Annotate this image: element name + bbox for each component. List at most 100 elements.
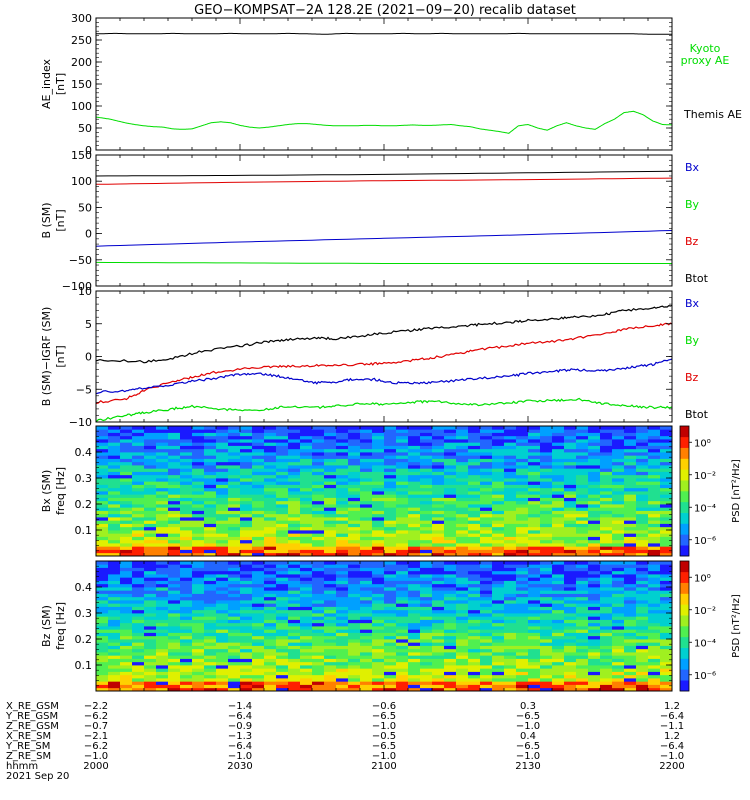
spectrogram-cell [636, 668, 649, 672]
spectrogram-cell [324, 497, 337, 502]
spectrogram-cell [540, 510, 553, 515]
spectrogram-cell [324, 678, 337, 682]
spectrogram-cell [480, 429, 493, 433]
spectrogram-cell [312, 619, 325, 624]
spectrogram-cell [216, 500, 229, 505]
spectrogram-cell [552, 652, 565, 656]
spectrogram-cell [348, 613, 361, 617]
spectrogram-cell [444, 648, 457, 653]
spectrogram-cell [564, 461, 577, 466]
spectrogram-cell [552, 497, 565, 502]
spectrogram-cell [564, 474, 577, 479]
spectrogram-cell [168, 497, 181, 502]
spectrogram-cell [624, 552, 637, 557]
spectrogram-cell [624, 536, 637, 541]
spectrogram-cell [204, 678, 217, 682]
spectrogram-cell [384, 613, 397, 617]
spectrogram-cell [420, 513, 433, 518]
spectrogram-cell [156, 577, 169, 581]
spectrogram-cell [168, 626, 181, 630]
spectrogram-cell [480, 665, 493, 669]
spectrogram-cell [636, 539, 649, 544]
spectrogram-cell [276, 439, 289, 443]
spectrogram-cell [612, 510, 625, 515]
spectrogram-cell [420, 432, 433, 437]
spectrogram-cell [384, 593, 397, 598]
spectrogram-cell [384, 668, 397, 672]
chart-title: GEO−KOMPSAT−2A 128.2E (2021−09−20) recal… [194, 3, 576, 18]
spectrogram-cell [276, 567, 289, 572]
spectrogram-cell [180, 600, 193, 604]
spectrogram-cell [432, 442, 445, 446]
spectrogram-cell [180, 668, 193, 672]
spectrogram-cell [648, 632, 661, 637]
spectrogram-cell [288, 684, 301, 689]
y-tick-label: 0.3 [75, 607, 93, 620]
spectrogram-cell [336, 539, 349, 544]
spectrogram-cell [216, 487, 229, 492]
spectrogram-cell [192, 587, 205, 591]
spectrogram-cell [372, 564, 385, 568]
spectrogram-cell [264, 435, 277, 440]
spectrogram-cell [180, 526, 193, 531]
spectrogram-cell [480, 481, 493, 485]
spectrogram-cell [288, 596, 301, 601]
spectrogram-cell [396, 536, 409, 541]
spectrogram-cell [252, 603, 265, 607]
spectrogram-cell [516, 658, 529, 663]
spectrogram-cell [192, 639, 205, 643]
spectrogram-cell [264, 658, 277, 663]
spectrogram-cell [336, 603, 349, 607]
spectrogram-cell [192, 474, 205, 479]
spectrogram-cell [396, 517, 409, 521]
spectrogram-cell [228, 583, 241, 588]
spectrogram-cell [396, 632, 409, 637]
spectrogram-cell [192, 517, 205, 521]
spectrogram-cell [348, 564, 361, 568]
spectrogram-cell [600, 678, 613, 682]
spectrogram-cell [504, 632, 517, 637]
spectrogram-cell [252, 561, 265, 565]
spectrogram-cell [216, 603, 229, 607]
spectrogram-cell [660, 583, 673, 588]
spectrogram-cell [564, 600, 577, 604]
spectrogram-cell [636, 606, 649, 611]
spectrogram-cell [348, 465, 361, 469]
spectrogram-cell [276, 616, 289, 620]
spectrogram-cell [588, 570, 601, 575]
spectrogram-cell [552, 577, 565, 581]
y-tick-label: 0.1 [75, 524, 93, 537]
spectrogram-cell [168, 639, 181, 643]
spectrogram-cell [564, 687, 577, 692]
spectrogram-cell [300, 513, 313, 518]
spectrogram-cell [576, 681, 589, 685]
spectrogram-cell [432, 632, 445, 637]
spectrogram-cell [540, 468, 553, 472]
spectrogram-cell [264, 484, 277, 489]
spectrogram-cell [600, 616, 613, 620]
spectrogram-cell [528, 478, 541, 482]
spectrogram-cell [216, 574, 229, 578]
spectrogram-cell [648, 520, 661, 524]
spectrogram-cell [180, 564, 193, 568]
spectrogram-cell [324, 642, 337, 646]
spectrogram-cell [204, 639, 217, 643]
spectrogram-cell [168, 546, 181, 550]
spectrogram-cell [144, 645, 157, 650]
spectrogram-cell [276, 665, 289, 669]
spectrogram-cell [216, 629, 229, 633]
colorbar-tick-label: 10⁻⁶ [694, 536, 716, 547]
spectrogram-cell [276, 577, 289, 581]
spectrogram-cell [516, 626, 529, 630]
spectrogram-cell [612, 445, 625, 450]
spectrogram-cell [492, 458, 505, 463]
spectrogram-cell [648, 549, 661, 554]
spectrogram-cell [240, 546, 253, 550]
spectrogram-cell [300, 448, 313, 453]
spectrogram-cell [624, 600, 637, 604]
spectrogram-cell [540, 587, 553, 591]
spectrogram-cell [216, 448, 229, 453]
y-tick-label: 0 [85, 228, 92, 241]
spectrogram-cell [600, 513, 613, 518]
spectrogram-cell [108, 507, 121, 511]
